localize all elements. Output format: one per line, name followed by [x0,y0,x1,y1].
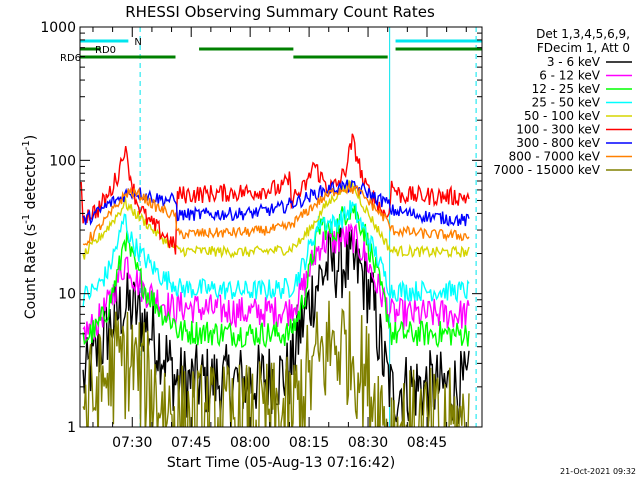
generated-timestamp: 21-Oct-2021 09:32 [560,467,636,476]
series-line-8 [82,181,470,246]
series-line-4 [82,200,470,308]
plot-frame [79,26,483,428]
x-tick-label: 08:00 [230,435,270,451]
legend-label: 6 - 12 keV [539,69,601,83]
x-axis-label: Start Time (05-Aug-13 07:16:42) [167,455,395,471]
legend-label: 300 - 800 keV [516,136,600,150]
y-tick-label: 100 [49,153,76,169]
series-line-9 [82,291,470,427]
series-line-5 [82,179,470,260]
x-tick-label: 07:45 [171,435,211,451]
legend-label: 3 - 6 keV [547,55,601,69]
series-line-6 [80,133,470,255]
flag-bars: N RD0 RD6 [60,37,482,64]
series-layer [80,133,470,427]
y-tick-label: 1 [67,420,76,436]
y-axis-label-main: Count Rate (s [23,224,39,319]
x-tick-label: 07:30 [112,435,152,451]
y-axis-label-mid: detector [23,150,39,214]
y-tick-label: 10 [58,287,76,303]
chart-title: RHESSI Observing Summary Count Rates [125,3,435,21]
legend-label: 800 - 7000 keV [509,150,601,164]
legend-label: 25 - 50 keV [532,96,601,110]
x-axis: 07:30 07:45 08:00 08:15 08:30 08:45 [92,27,467,451]
series-line-3 [82,204,470,349]
legend: Det 1,3,4,5,6,9, FDecim 1, Att 0 3 - 6 k… [493,27,632,177]
flag-label-n: N [134,37,141,48]
y-tick-label: 1000 [40,20,76,36]
legend-label: 100 - 300 keV [516,123,600,137]
y-axis-label: Count Rate (s-1 detector-1) [21,135,39,319]
y-axis-label-sup2: -1 [21,140,32,150]
y-axis: 1 10 100 1000 [40,20,482,436]
x-tick-label: 08:45 [407,435,447,451]
legend-label: 12 - 25 keV [532,82,601,96]
legend-header-line-2: FDecim 1, Att 0 [537,41,630,55]
flag-label-rd0: RD0 [95,45,116,56]
flag-label-rd6: RD6 [60,53,81,64]
x-tick-label: 08:30 [348,435,388,451]
legend-label: 7000 - 15000 keV [493,163,600,177]
y-axis-label-sup1: -1 [21,214,32,224]
legend-label: 50 - 100 keV [524,109,601,123]
x-tick-label: 08:15 [289,435,329,451]
y-axis-label-end: ) [23,135,39,140]
legend-header-line-1: Det 1,3,4,5,6,9, [536,27,630,41]
